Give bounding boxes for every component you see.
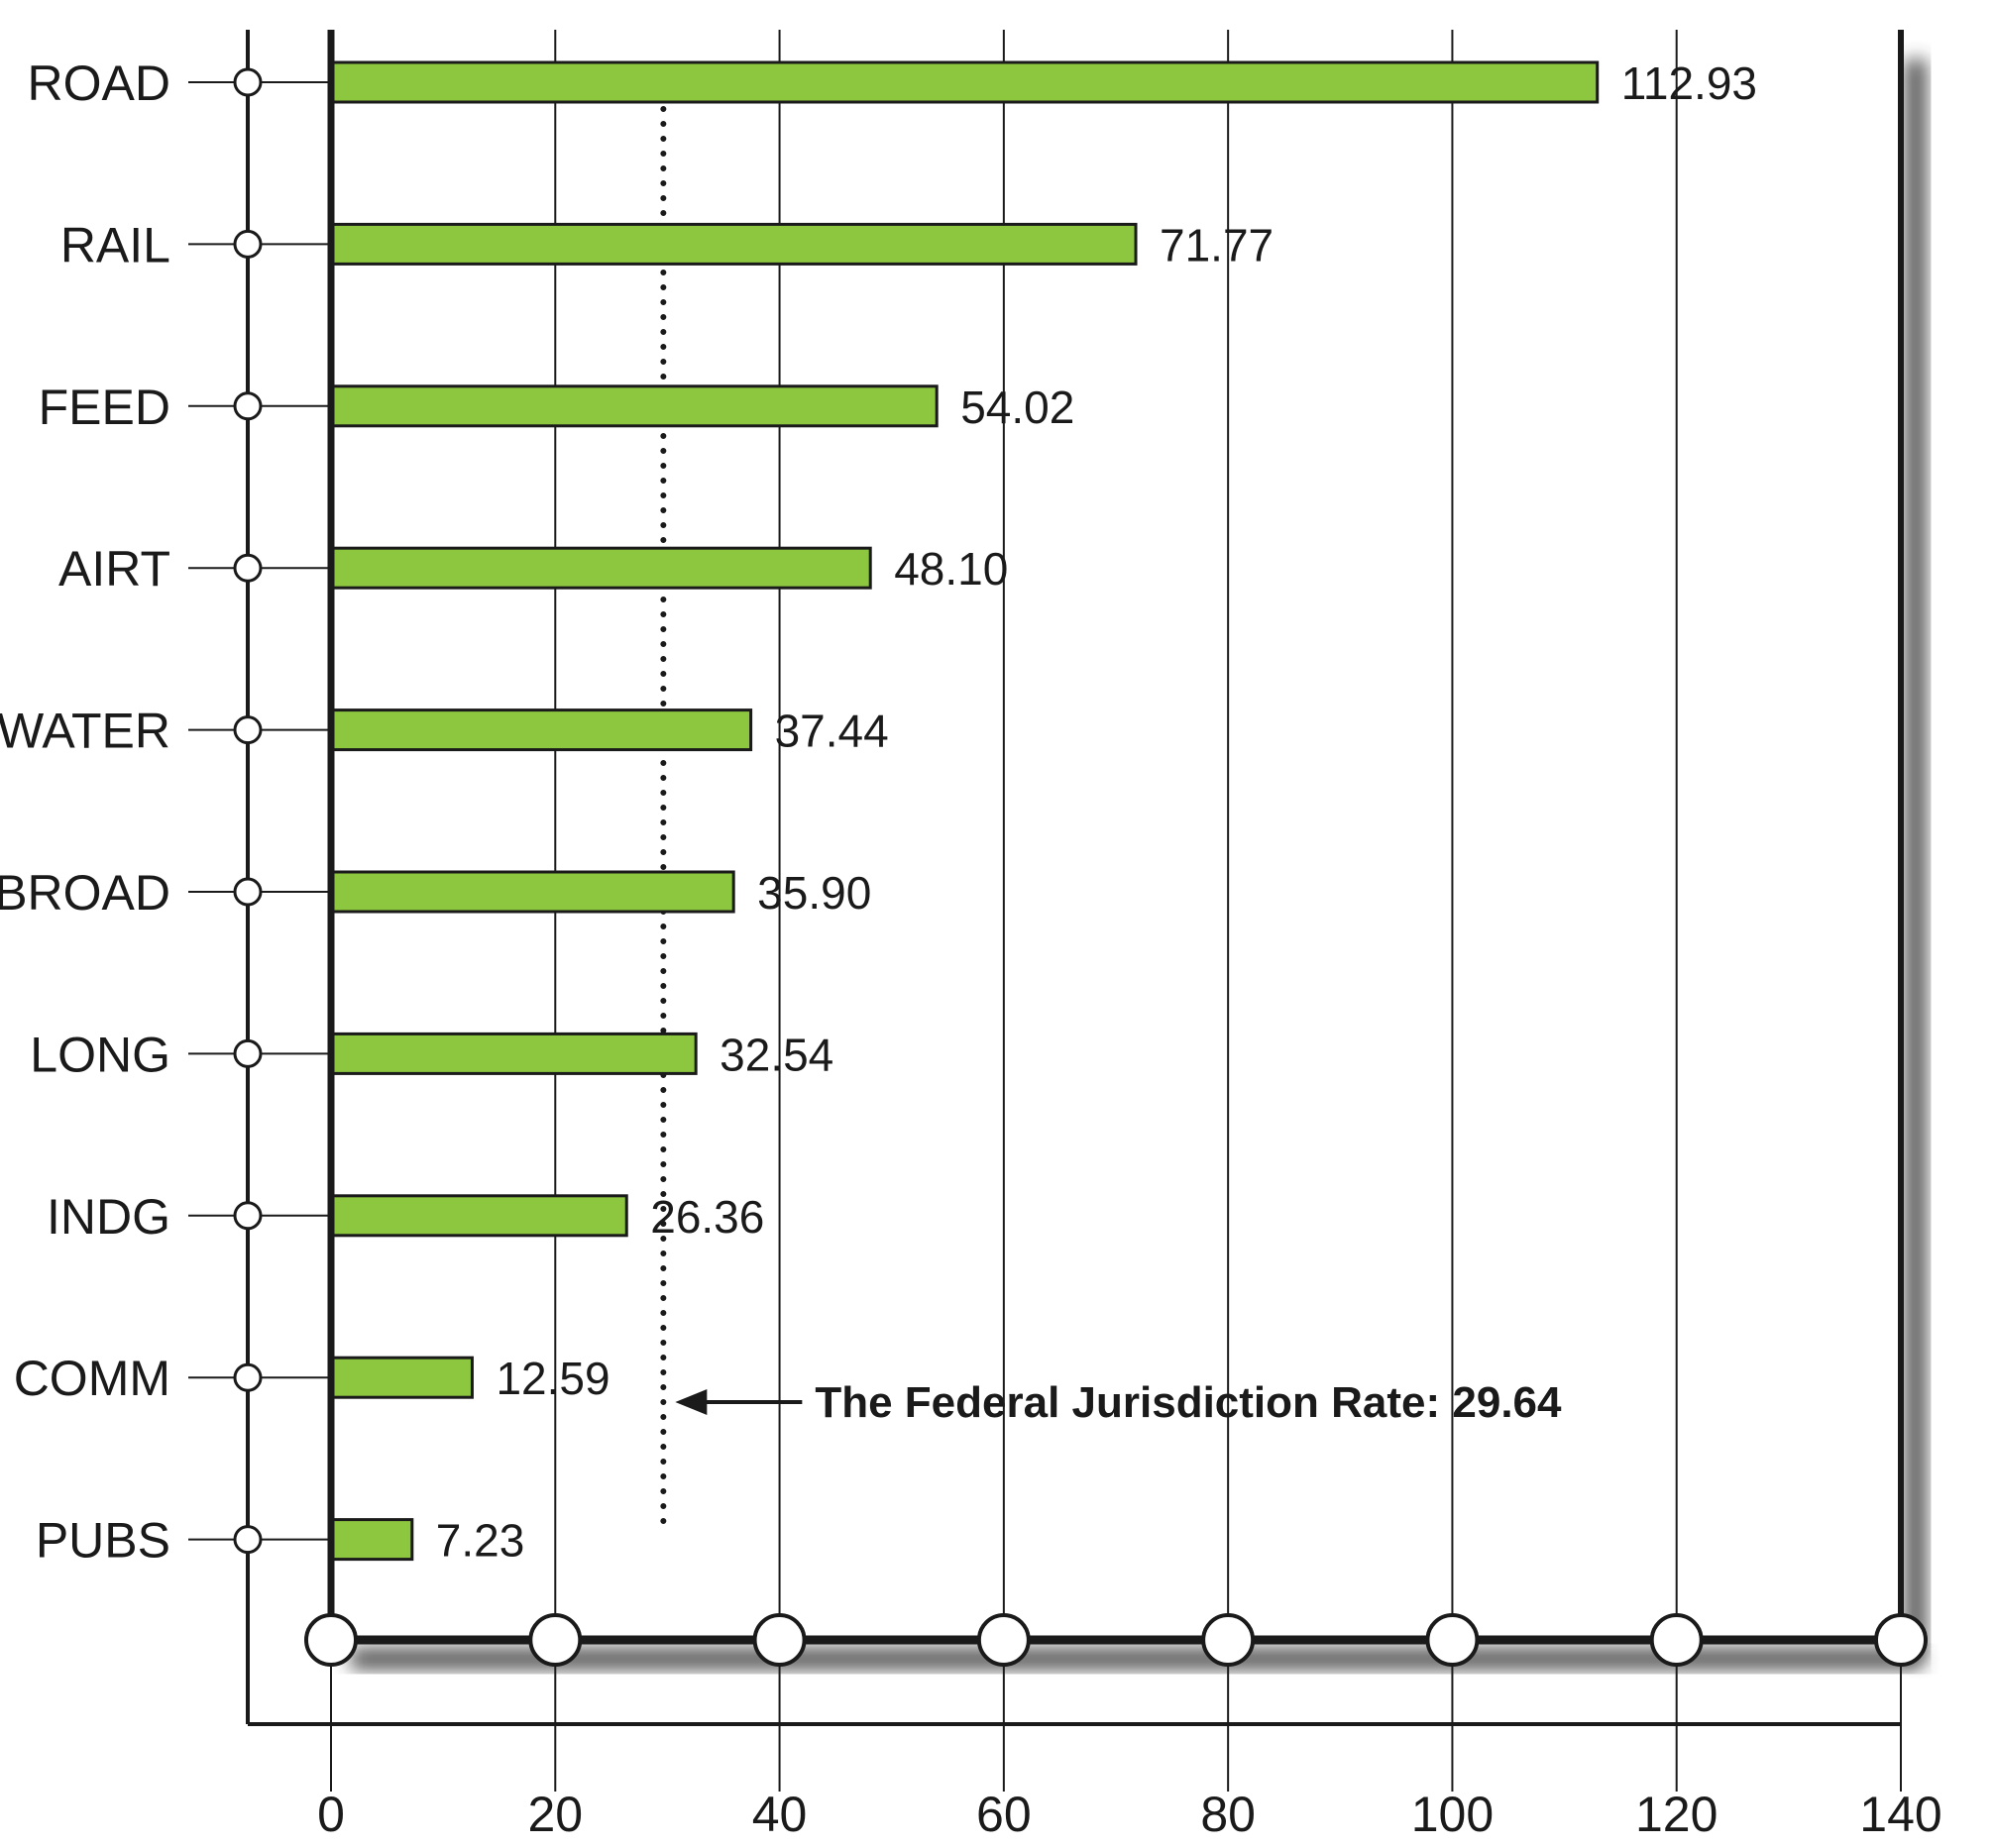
- right-border-shadow: [1905, 59, 1927, 1660]
- category-label: FEED: [39, 380, 170, 435]
- category-label: COMM: [14, 1351, 170, 1406]
- value-label: 12.59: [496, 1353, 610, 1404]
- category-marker: [233, 229, 263, 259]
- reference-line-group: The Federal Jurisdiction Rate: 29.64: [660, 76, 1562, 1534]
- value-label: 7.23: [436, 1515, 525, 1567]
- category-label: AIRT: [58, 541, 170, 597]
- category-label: RAIL: [60, 217, 170, 272]
- bar: [331, 222, 1138, 266]
- category-marker: [233, 715, 263, 745]
- reference-line-label: The Federal Jurisdiction Rate: 29.64: [815, 1378, 1562, 1427]
- value-label: 54.02: [960, 381, 1074, 433]
- category-marker: [233, 391, 263, 421]
- axis-tick-marker: [528, 1613, 583, 1667]
- bar: [331, 1194, 628, 1238]
- value-label: 26.36: [650, 1191, 764, 1243]
- x-tick-label: 140: [1859, 1787, 1941, 1842]
- bars: 112.93 71.77 54.02 48.10 37.44 35.90 32.54 26.3…: [331, 57, 1757, 1567]
- x-tick-label: 40: [752, 1787, 808, 1842]
- axis-tick-marker: [304, 1613, 358, 1667]
- axis-tick-marker: [1649, 1613, 1704, 1667]
- frame-shadow: [351, 59, 1927, 1670]
- x-tick-label: 20: [527, 1787, 583, 1842]
- bar: [331, 708, 753, 752]
- axis-tick-marker: [1201, 1613, 1256, 1667]
- category-marker: [233, 67, 263, 97]
- bar: [331, 546, 872, 590]
- axis-tick-marker: [752, 1613, 807, 1667]
- x-tick-label: 100: [1411, 1787, 1494, 1842]
- category-labels: ROAD RAIL FEED AIRT WATER BROAD LONG INDG COMM PU…: [0, 55, 331, 1569]
- x-tick-label: 80: [1200, 1787, 1256, 1842]
- category-marker: [233, 1362, 263, 1392]
- bar: [331, 60, 1600, 104]
- annotation-arrow-head: [675, 1389, 708, 1415]
- category-label: WATER: [0, 704, 170, 759]
- category-label: INDG: [47, 1189, 170, 1245]
- category-marker: [233, 553, 263, 583]
- category-label: LONG: [30, 1027, 170, 1082]
- value-label: 35.90: [757, 867, 871, 919]
- category-marker: [233, 1525, 263, 1555]
- axes: [246, 30, 1928, 1726]
- x-tick-label: 0: [317, 1787, 345, 1842]
- value-label: 71.77: [1160, 219, 1274, 271]
- category-label: ROAD: [28, 55, 170, 111]
- bar: [331, 1032, 698, 1075]
- category-marker: [233, 877, 263, 907]
- value-label: 37.44: [775, 706, 889, 757]
- x-tick-label: 120: [1635, 1787, 1718, 1842]
- x-tick-labels: 0 20 40 60 80 100 120 140: [317, 1787, 1942, 1842]
- value-label: 48.10: [894, 543, 1008, 595]
- bar: [331, 384, 939, 428]
- category-label: BROAD: [0, 865, 170, 921]
- bar: [331, 870, 735, 914]
- axis-shadow: [351, 1648, 1921, 1670]
- value-label: 112.93: [1621, 57, 1757, 109]
- value-label: 32.54: [720, 1029, 833, 1080]
- category-marker: [233, 1201, 263, 1231]
- axis-tick-marker: [1425, 1613, 1480, 1667]
- x-tick-label: 60: [976, 1787, 1032, 1842]
- category-marker: [233, 1038, 263, 1068]
- bar: [331, 1518, 414, 1562]
- bar: [331, 1356, 474, 1399]
- category-label: PUBS: [36, 1513, 170, 1569]
- axis-tick-marker: [976, 1613, 1031, 1667]
- axis-tick-marker: [1874, 1613, 1928, 1667]
